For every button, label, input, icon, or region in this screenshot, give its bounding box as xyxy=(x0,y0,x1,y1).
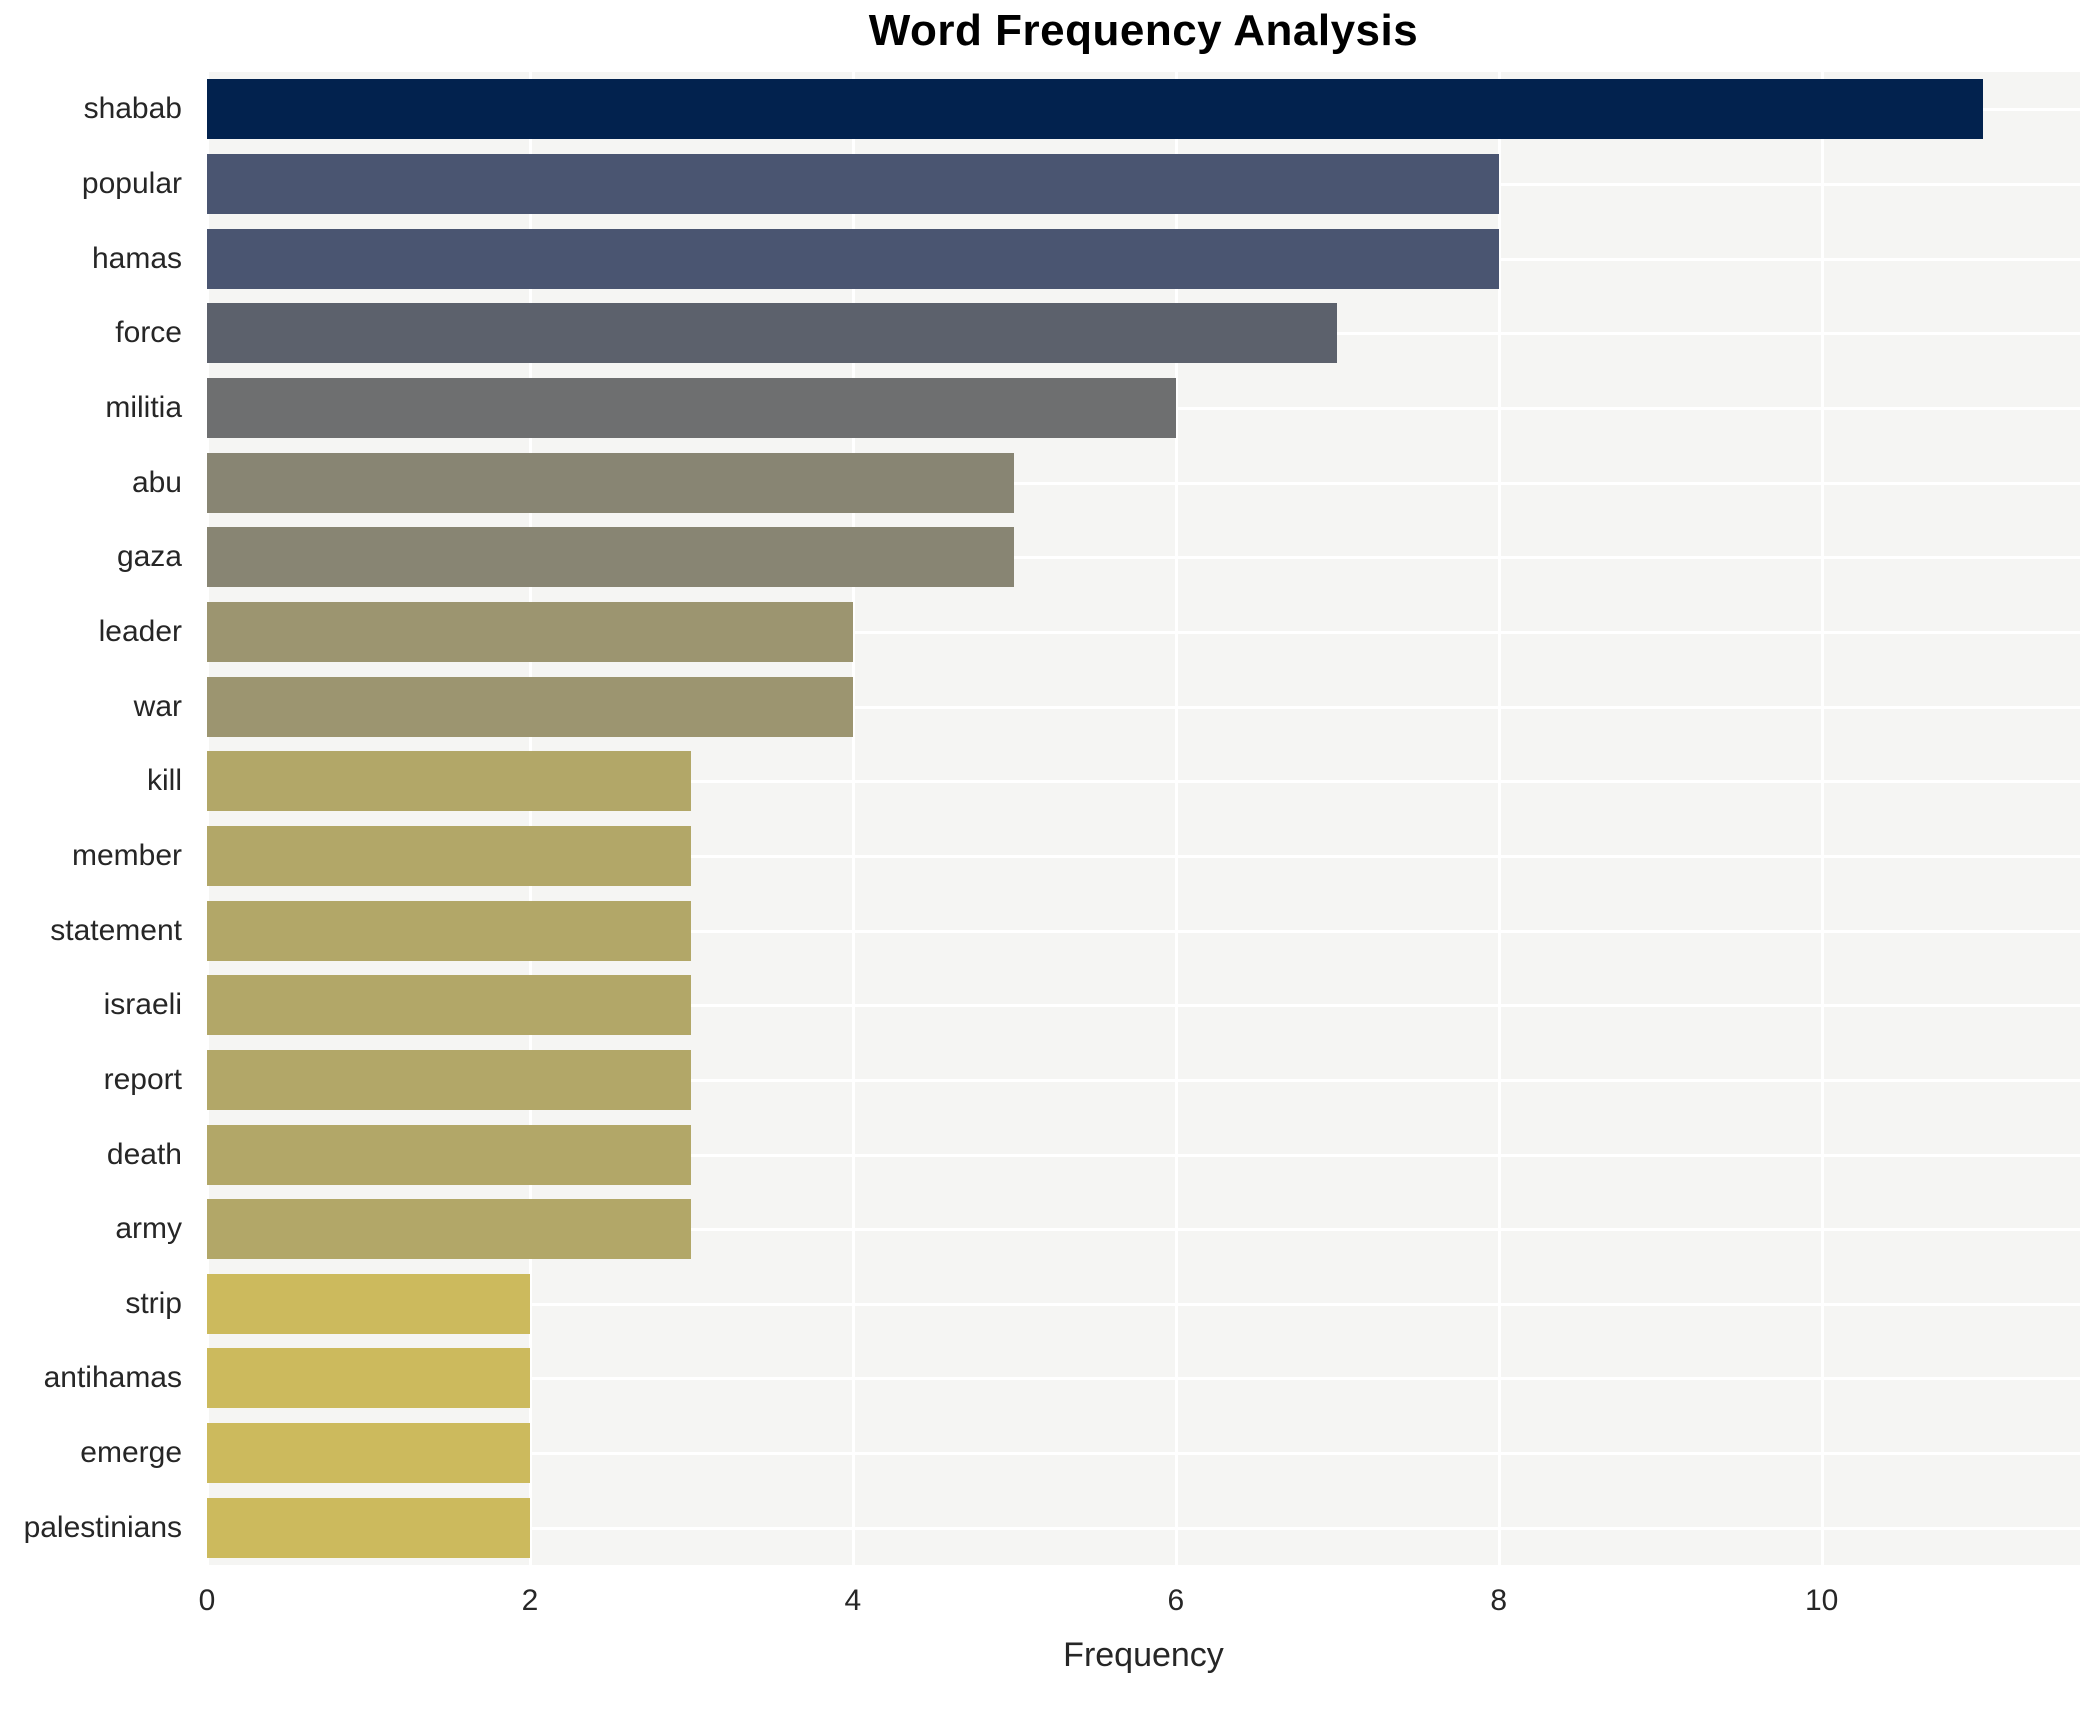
gridline-y-kill xyxy=(207,780,2080,784)
bar-popular xyxy=(207,153,1499,214)
gridline-y-antihamas xyxy=(207,1377,2080,1381)
gridline-y-israeli xyxy=(207,1004,2080,1008)
y-tick-label-hamas: hamas xyxy=(91,241,182,275)
bar-row-militia xyxy=(207,371,2080,446)
gridline-y-emerge xyxy=(207,1452,2080,1456)
bar-row-antihamas xyxy=(207,1341,2080,1416)
gridline-y-leader xyxy=(207,630,2080,634)
gridline-y-member xyxy=(207,854,2080,858)
x-tick-label-6: 6 xyxy=(1167,1584,1185,1617)
bar-abu xyxy=(207,452,1015,513)
y-tick-label-shabab: shabab xyxy=(83,92,182,126)
bar-row-member xyxy=(207,819,2080,894)
y-tick-label-strip: strip xyxy=(125,1286,182,1320)
y-tick-label-war: war xyxy=(133,689,182,723)
gridline-y-war xyxy=(207,705,2080,709)
bar-shabab xyxy=(207,79,1984,140)
bar-row-war xyxy=(207,669,2080,744)
y-tick-label-popular: popular xyxy=(81,166,182,200)
gridline-x-6 xyxy=(1174,72,1178,1565)
y-axis-labels: shabab popular hamas force militia abu gaza lea… xyxy=(0,72,195,1565)
bar-leader xyxy=(207,601,853,662)
bar-row-kill xyxy=(207,744,2080,819)
bar-row-shabab xyxy=(207,72,2080,147)
bar-row-army xyxy=(207,1192,2080,1267)
bar-militia xyxy=(207,377,1176,438)
bar-row-palestinians xyxy=(207,1490,2080,1565)
plot-area xyxy=(206,72,2080,1565)
y-tick-label-emerge: emerge xyxy=(80,1436,182,1470)
bar-kill xyxy=(207,751,692,812)
bar-row-statement xyxy=(207,893,2080,968)
bar-row-leader xyxy=(207,595,2080,670)
y-tick-label-army: army xyxy=(115,1212,182,1246)
bar-gaza xyxy=(207,527,1015,588)
bar-row-death xyxy=(207,1117,2080,1192)
bar-row-abu xyxy=(207,445,2080,520)
bar-row-force xyxy=(207,296,2080,371)
bar-report xyxy=(207,1049,692,1110)
bar-statement xyxy=(207,900,692,961)
bar-row-report xyxy=(207,1043,2080,1118)
gridline-y-abu xyxy=(207,481,2080,485)
y-tick-label-abu: abu xyxy=(131,465,182,499)
x-tick-label-2: 2 xyxy=(521,1584,539,1617)
bar-row-hamas xyxy=(207,221,2080,296)
gridline-y-army xyxy=(207,1228,2080,1232)
bar-war xyxy=(207,676,853,737)
y-tick-label-force: force xyxy=(115,316,182,350)
x-axis-ticks: 0 2 4 6 8 10 xyxy=(199,1584,2080,1624)
y-tick-label-israeli: israeli xyxy=(103,988,182,1022)
x-tick-label-4: 4 xyxy=(844,1584,862,1617)
y-tick-label-palestinians: palestinians xyxy=(23,1510,182,1544)
gridline-y-strip xyxy=(207,1302,2080,1306)
bar-israeli xyxy=(207,975,692,1036)
bar-emerge xyxy=(207,1423,530,1484)
bar-row-popular xyxy=(207,147,2080,222)
bar-row-gaza xyxy=(207,520,2080,595)
bar-hamas xyxy=(207,228,1499,289)
gridline-x-10 xyxy=(1820,72,1824,1565)
gridline-y-death xyxy=(207,1153,2080,1157)
gridline-x-8 xyxy=(1497,72,1501,1565)
y-tick-label-gaza: gaza xyxy=(116,540,182,574)
bar-antihamas xyxy=(207,1348,530,1409)
x-tick-label-0: 0 xyxy=(198,1584,216,1617)
gridline-x-0 xyxy=(206,72,209,1565)
bar-palestinians xyxy=(207,1497,530,1558)
x-tick-label-8: 8 xyxy=(1490,1584,1508,1617)
bar-force xyxy=(207,303,1338,364)
gridline-y-report xyxy=(207,1078,2080,1082)
y-tick-label-antihamas: antihamas xyxy=(43,1361,182,1395)
x-axis-label: Frequency xyxy=(1063,1636,1224,1674)
y-tick-label-report: report xyxy=(103,1062,182,1096)
chart-title: Word Frequency Analysis xyxy=(868,6,1419,55)
y-tick-label-leader: leader xyxy=(98,614,182,648)
y-tick-label-militia: militia xyxy=(105,390,182,424)
bar-member xyxy=(207,825,692,886)
bar-army xyxy=(207,1199,692,1260)
bar-death xyxy=(207,1124,692,1185)
y-tick-label-kill: kill xyxy=(147,764,182,798)
bar-strip xyxy=(207,1273,530,1334)
bars-container xyxy=(207,72,2080,1565)
y-tick-label-statement: statement xyxy=(50,913,182,947)
bar-row-strip xyxy=(207,1267,2080,1342)
gridline-x-2 xyxy=(528,72,532,1565)
gridline-x-4 xyxy=(851,72,855,1565)
gridline-y-statement xyxy=(207,929,2080,933)
bar-row-emerge xyxy=(207,1416,2080,1491)
gridline-y-palestinians xyxy=(207,1526,2080,1530)
y-tick-label-member: member xyxy=(71,838,182,872)
bar-row-israeli xyxy=(207,968,2080,1043)
gridline-y-gaza xyxy=(207,556,2080,560)
x-tick-label-10: 10 xyxy=(1804,1584,1839,1617)
y-tick-label-death: death xyxy=(106,1137,182,1171)
